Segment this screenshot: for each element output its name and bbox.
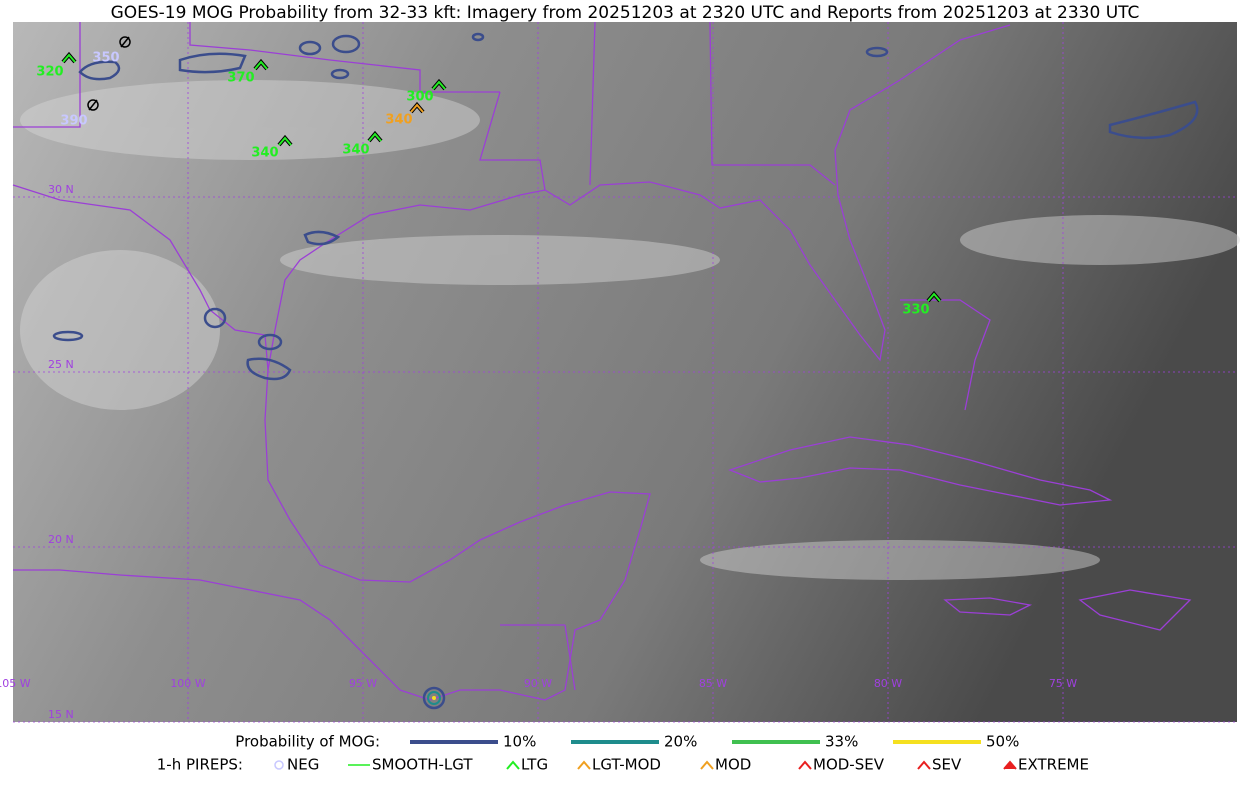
legend-label: SEV <box>932 756 962 774</box>
legend-label: 50% <box>986 733 1019 751</box>
pirep-icon <box>368 132 382 142</box>
lat-label: 20 N <box>48 533 74 546</box>
lon-label: 100 W <box>170 677 205 690</box>
legend-label: MOD-SEV <box>813 756 885 774</box>
pirep-altitude: 350 <box>92 51 119 66</box>
pirep-icon <box>254 60 268 70</box>
legend-mog-title: Probability of MOG: <box>235 733 380 751</box>
pirep-neg-icon <box>119 36 131 48</box>
legend-icon <box>798 760 812 770</box>
mog-contours <box>52 32 1199 710</box>
legend-label: 10% <box>503 733 536 751</box>
legend-icon <box>506 760 520 770</box>
legend-label: SMOOTH-LGT <box>372 756 473 774</box>
legend-icon <box>700 760 714 770</box>
pirep-altitude: 300 <box>406 90 433 105</box>
legend-icon <box>1003 760 1017 770</box>
lon-label: 75 W <box>1049 677 1077 690</box>
lat-label: 15 N <box>48 708 74 721</box>
lon-label: 90 W <box>524 677 552 690</box>
pirep-altitude: 340 <box>342 143 369 158</box>
lat-label: 25 N <box>48 358 74 371</box>
legend-label: LTG <box>521 756 548 774</box>
legend-label: MOD <box>715 756 751 774</box>
lon-label: 95 W <box>349 677 377 690</box>
lat-label: 30 N <box>48 183 74 196</box>
pirep-icon <box>278 136 292 146</box>
lon-label: 105 W <box>0 677 31 690</box>
graticule: 30 N 25 N 20 N 15 N 105 W 100 W 95 W 90 W 85 W 80… <box>0 22 1237 723</box>
clouds <box>20 80 1240 580</box>
legend-label: 20% <box>664 733 697 751</box>
legend-pirep-title: 1-h PIREPS: <box>157 756 243 774</box>
legend-label: LGT-MOD <box>592 756 661 774</box>
coastlines <box>12 21 1192 701</box>
pirep-altitude: 340 <box>251 146 278 161</box>
legend-label: 33% <box>825 733 858 751</box>
pirep-neg-icon <box>87 99 99 111</box>
pirep-icon <box>62 53 76 63</box>
legend-label: NEG <box>287 756 319 774</box>
pirep-icon <box>927 292 941 302</box>
legend-icon <box>917 760 931 770</box>
pirep-altitude: 330 <box>902 303 929 318</box>
pirep-icon <box>410 103 424 113</box>
pirep-altitude: 340 <box>385 113 412 128</box>
legend-label: EXTREME <box>1018 756 1089 774</box>
pirep-altitude: 370 <box>227 71 254 86</box>
pirep-reports: 320 350 370 390 340 340 340 300 330 <box>36 36 942 318</box>
pirep-altitude: 320 <box>36 65 63 80</box>
lon-label: 85 W <box>699 677 727 690</box>
lon-label: 80 W <box>874 677 902 690</box>
pirep-icon <box>432 80 446 90</box>
legend-icon <box>577 760 591 770</box>
pirep-neg-icon <box>120 36 130 48</box>
legend-icon <box>274 760 284 770</box>
title: GOES-19 MOG Probability from 32-33 kft: … <box>111 3 1140 23</box>
legend: Probability of MOG: 1-h PIREPS: 10% 20% 33… <box>157 733 1089 774</box>
pirep-neg-icon <box>88 99 98 111</box>
pirep-altitude: 390 <box>60 114 87 129</box>
